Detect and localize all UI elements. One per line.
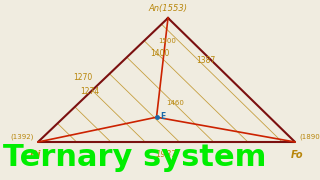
- Text: 1270: 1270: [73, 73, 92, 82]
- Text: 1274: 1274: [80, 87, 99, 96]
- Text: E: E: [161, 112, 166, 121]
- Text: 1460: 1460: [166, 100, 184, 106]
- Text: Di: Di: [30, 150, 42, 160]
- Text: 1387: 1387: [196, 56, 215, 65]
- Text: 1400: 1400: [150, 49, 169, 58]
- Text: (1392): (1392): [11, 134, 34, 140]
- Text: (1890): (1890): [299, 134, 320, 140]
- Text: Fo: Fo: [291, 150, 303, 160]
- Text: An(1553): An(1553): [148, 4, 188, 13]
- Text: 1500: 1500: [158, 38, 176, 44]
- Text: Ternary system: Ternary system: [3, 143, 266, 172]
- Text: 1987: 1987: [156, 150, 177, 159]
